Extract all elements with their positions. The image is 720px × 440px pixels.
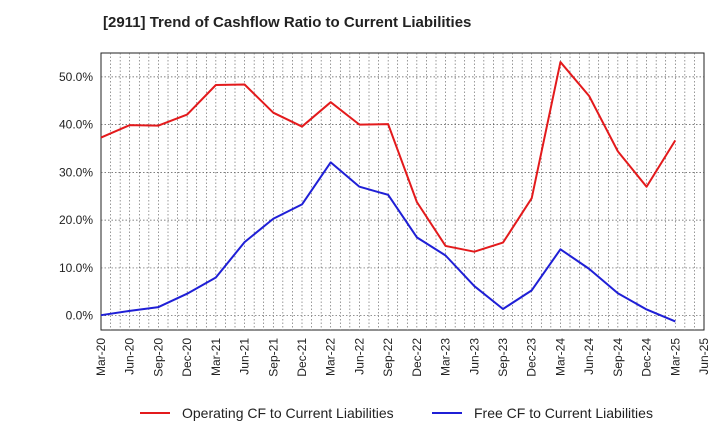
x-tick-label: Mar-21 [209, 338, 223, 376]
grid-lines [101, 53, 704, 330]
legend-label-operating: Operating CF to Current Liabilities [182, 405, 394, 421]
legend: Operating CF to Current Liabilities Free… [0, 405, 720, 425]
x-tick-label: Mar-22 [324, 338, 338, 376]
x-tick-label: Jun-24 [582, 338, 596, 375]
y-tick-label: 10.0% [59, 261, 93, 275]
legend-swatch-free [432, 412, 462, 414]
x-tick-label: Sep-20 [151, 338, 165, 377]
y-tick-label: 30.0% [59, 165, 93, 179]
x-tick-label: Sep-23 [496, 338, 510, 377]
x-tick-label: Jun-25 [697, 338, 711, 375]
legend-item-free: Free CF to Current Liabilities [432, 405, 653, 421]
y-tick-label: 0.0% [66, 309, 94, 323]
x-tick-label: Dec-21 [295, 338, 309, 377]
legend-item-operating: Operating CF to Current Liabilities [140, 405, 394, 421]
x-tick-label: Sep-21 [266, 338, 280, 377]
x-tick-label: Dec-23 [525, 338, 539, 377]
x-tick-label: Sep-24 [611, 338, 625, 377]
y-axis-ticks: 0.0% 10.0% 20.0% 30.0% 40.0% 50.0% [59, 70, 93, 323]
x-tick-label: Mar-25 [668, 338, 682, 376]
legend-swatch-operating [140, 412, 170, 414]
x-tick-label: Dec-24 [640, 338, 654, 377]
y-tick-label: 20.0% [59, 213, 93, 227]
x-tick-label: Jun-21 [238, 338, 252, 375]
series-line-operating [100, 61, 677, 253]
x-tick-label: Jun-20 [123, 338, 137, 375]
x-axis-ticks: Mar-20 Jun-20 Sep-20 Dec-20 Mar-21 Jun-21 Sep-… [94, 338, 711, 377]
y-tick-label: 40.0% [59, 118, 93, 132]
series-lines [100, 61, 677, 323]
y-tick-label: 50.0% [59, 70, 93, 84]
series-line-free [100, 161, 676, 323]
x-tick-label: Mar-20 [94, 338, 108, 376]
x-tick-label: Jun-22 [352, 338, 366, 375]
x-tick-label: Dec-20 [180, 338, 194, 377]
chart-title: [2911] Trend of Cashflow Ratio to Curren… [103, 14, 472, 31]
x-tick-label: Dec-22 [410, 338, 424, 377]
x-tick-label: Mar-24 [553, 338, 567, 376]
x-tick-label: Mar-23 [439, 338, 453, 376]
legend-label-free: Free CF to Current Liabilities [474, 405, 653, 421]
x-tick-label: Jun-23 [467, 338, 481, 375]
x-tick-label: Sep-22 [381, 338, 395, 377]
